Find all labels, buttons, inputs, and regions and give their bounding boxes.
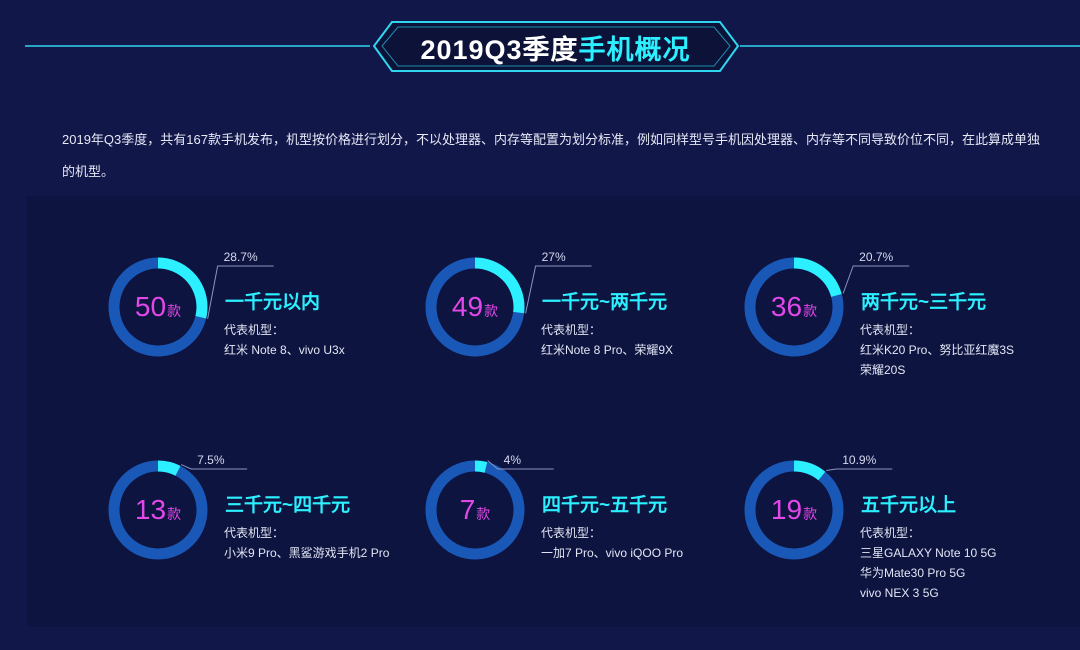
model-count: 7款 <box>425 494 525 530</box>
percent-label: 10.9% <box>842 453 877 467</box>
representative-model-line: 华为Mate30 Pro 5G <box>860 566 966 580</box>
model-count-value: 50 <box>134 291 167 322</box>
price-range-title: 三千元~四千元 <box>225 495 351 516</box>
percent-leader-line <box>525 265 592 314</box>
representative-models: 代表机型： 一加7 Pro、vivo iQOO Pro <box>541 523 683 563</box>
page-title: 2019Q3季度 手机概况 <box>383 25 728 69</box>
price-range-title: 四千元~五千元 <box>542 495 668 516</box>
model-count: 13款 <box>108 494 208 530</box>
percent-label: 4% <box>503 453 522 467</box>
header-title-inner-frame <box>381 26 731 67</box>
percent-leader-line <box>487 460 554 470</box>
price-segment-card: 20.7% 36款 两千元~三千元 代表机型： 红米K20 Pro、努比亚红魔3S 荣耀2… <box>744 250 1074 447</box>
representative-models: 代表机型： 三星GALAXY Note 10 5G 华为Mate30 Pro 5G v… <box>860 523 997 603</box>
representative-models: 代表机型： 红米K20 Pro、努比亚红魔3S 荣耀20S <box>860 320 1014 380</box>
header-banner: 2019Q3季度 手机概况 <box>0 0 1080 95</box>
model-count-unit: 款 <box>167 506 182 522</box>
representative-model-line: 红米 Note 8、vivo U3x <box>224 343 345 357</box>
representative-models: 代表机型： 红米Note 8 Pro、荣耀9X <box>541 320 673 360</box>
model-count-value: 7 <box>459 494 476 525</box>
representative-model-line: 荣耀20S <box>860 363 906 377</box>
percent-label: 28.7% <box>223 250 258 264</box>
percent-leader-line <box>180 464 248 470</box>
percent-leader-line <box>842 265 910 294</box>
representative-models-label: 代表机型： <box>541 526 602 540</box>
donut-chart <box>425 257 592 357</box>
donut-slice <box>425 460 525 560</box>
percent-leader-line <box>207 265 274 319</box>
model-count-value: 13 <box>134 494 167 525</box>
representative-model-line: 红米K20 Pro、努比亚红魔3S <box>860 343 1015 357</box>
donut-slice <box>744 460 844 560</box>
donut-chart <box>108 460 248 560</box>
model-count-unit: 款 <box>803 506 818 522</box>
model-count: 19款 <box>744 494 844 530</box>
price-segment-card: 7.5% 13款 三千元~四千元 代表机型： 小米9 Pro、黑鲨游戏手机2 Pro <box>108 453 438 650</box>
representative-models: 代表机型： 小米9 Pro、黑鲨游戏手机2 Pro <box>224 523 389 563</box>
model-count: 50款 <box>108 291 208 327</box>
representative-models: 代表机型： 红米 Note 8、vivo U3x <box>224 320 345 360</box>
donut-chart <box>108 257 274 357</box>
percent-label: 27% <box>541 250 566 264</box>
page-title-plain: 2019Q3季度 <box>420 34 579 65</box>
representative-model-line: 三星GALAXY Note 10 5G <box>860 546 997 560</box>
price-range-title: 五千元以上 <box>861 495 957 516</box>
donut-slice <box>108 257 208 357</box>
model-count-unit: 款 <box>803 303 818 319</box>
price-segment-card: 4% 7款 四千元~五千元 代表机型： 一加7 Pro、vivo iQOO Pro <box>425 453 755 650</box>
donut-chart <box>425 460 554 560</box>
header-title-frame <box>372 21 740 72</box>
model-count-value: 36 <box>770 291 803 322</box>
representative-model-line: vivo NEX 3 5G <box>860 586 939 600</box>
representative-models-label: 代表机型： <box>224 526 285 540</box>
donut-chart <box>744 460 893 560</box>
model-count-value: 19 <box>770 494 803 525</box>
representative-models-label: 代表机型： <box>860 323 921 337</box>
model-count: 36款 <box>744 291 844 327</box>
donut-slice <box>744 257 844 357</box>
price-segment-panel <box>27 196 1080 627</box>
representative-models-label: 代表机型： <box>541 323 602 337</box>
model-count-unit: 款 <box>476 506 491 522</box>
price-range-title: 两千元~三千元 <box>861 292 987 313</box>
header-frame <box>25 21 1080 72</box>
percent-label: 7.5% <box>197 453 225 467</box>
model-count-unit: 款 <box>484 303 499 319</box>
representative-models-label: 代表机型： <box>224 323 285 337</box>
representative-model-line: 红米Note 8 Pro、荣耀9X <box>541 343 674 357</box>
price-range-title: 一千元~两千元 <box>542 292 668 313</box>
price-range-title: 一千元以内 <box>225 292 321 313</box>
price-segment-card: 10.9% 19款 五千元以上 代表机型： 三星GALAXY Note 10 5G 华为M… <box>744 453 1074 650</box>
model-count-unit: 款 <box>167 303 182 319</box>
percent-leader-line <box>826 468 893 471</box>
page-title-accent: 手机概况 <box>578 34 691 65</box>
donut-slice <box>108 460 208 560</box>
donut-slice <box>425 257 525 357</box>
price-segment-card: 27% 49款 一千元~两千元 代表机型： 红米Note 8 Pro、荣耀9X <box>425 250 755 447</box>
percent-label: 20.7% <box>859 250 894 264</box>
representative-models-label: 代表机型： <box>860 526 921 540</box>
representative-model-line: 小米9 Pro、黑鲨游戏手机2 Pro <box>224 546 390 560</box>
model-count: 49款 <box>425 291 525 327</box>
donut-chart <box>744 257 910 357</box>
price-segment-card: 28.7% 50款 一千元以内 代表机型： 红米 Note 8、vivo U3x <box>108 250 438 447</box>
model-count-value: 49 <box>451 291 484 322</box>
representative-model-line: 一加7 Pro、vivo iQOO Pro <box>541 546 684 560</box>
intro-paragraph: 2019年Q3季度，共有167款手机发布，机型按价格进行划分，不以处理器、内存等… <box>62 132 1040 179</box>
